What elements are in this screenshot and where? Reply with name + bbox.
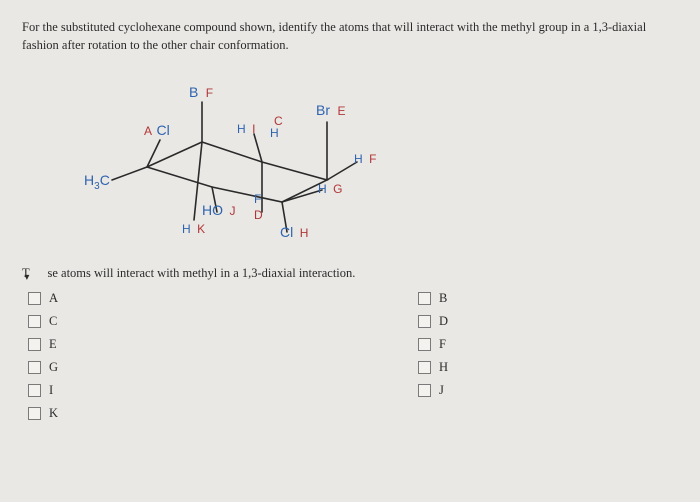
option-A[interactable]: A — [28, 291, 158, 306]
label-D-tag: D — [252, 206, 263, 224]
option-label: D — [439, 314, 448, 329]
question-text: For the substituted cyclohexane compound… — [22, 18, 678, 54]
option-label: I — [49, 383, 53, 398]
option-F[interactable]: F — [418, 337, 548, 352]
option-label: E — [49, 337, 57, 352]
sub-prompt-rest: se atoms will interact with methyl in a … — [47, 266, 355, 280]
label-K: H K — [182, 220, 205, 238]
label-I: H I — [237, 120, 255, 138]
option-G[interactable]: G — [28, 360, 158, 375]
option-label: J — [439, 383, 444, 398]
option-label: G — [49, 360, 58, 375]
checkbox-icon[interactable] — [418, 315, 431, 328]
checkbox-icon[interactable] — [28, 407, 41, 420]
option-C[interactable]: C — [28, 314, 158, 329]
option-label: K — [49, 406, 58, 421]
checkbox-icon[interactable] — [28, 384, 41, 397]
option-label: F — [439, 337, 446, 352]
label-H: Cl H — [280, 224, 308, 242]
checkbox-icon[interactable] — [28, 361, 41, 374]
label-G: H G — [318, 180, 342, 198]
options-grid: A B C D E F G H I J K — [28, 291, 548, 421]
option-label: C — [49, 314, 57, 329]
label-B: B F — [189, 84, 213, 102]
option-B[interactable]: B — [418, 291, 548, 306]
checkbox-icon[interactable] — [418, 292, 431, 305]
label-E: Br E — [316, 102, 345, 120]
option-H[interactable]: H — [418, 360, 548, 375]
checkbox-icon[interactable] — [418, 361, 431, 374]
option-label: A — [49, 291, 58, 306]
option-label: H — [439, 360, 448, 375]
checkbox-icon[interactable] — [418, 338, 431, 351]
label-ch3: H3C — [84, 172, 110, 192]
option-I[interactable]: I — [28, 383, 158, 398]
option-D[interactable]: D — [418, 314, 548, 329]
option-J[interactable]: J — [418, 383, 548, 398]
option-E[interactable]: E — [28, 337, 158, 352]
sub-prompt: T ▾ he se atoms will interact with methy… — [22, 266, 678, 281]
cyclohexane-diagram: H3C A Cl B F C H H I Br E H F H G Cl H F… — [102, 62, 462, 252]
label-F: H F — [354, 150, 376, 168]
label-C: H — [270, 126, 279, 140]
label-A: A Cl — [142, 122, 170, 140]
checkbox-icon[interactable] — [418, 384, 431, 397]
checkbox-icon[interactable] — [28, 292, 41, 305]
checkbox-icon[interactable] — [28, 315, 41, 328]
label-J: HO J — [202, 202, 235, 220]
checkbox-icon[interactable] — [28, 338, 41, 351]
option-label: B — [439, 291, 447, 306]
option-K[interactable]: K — [28, 406, 158, 421]
